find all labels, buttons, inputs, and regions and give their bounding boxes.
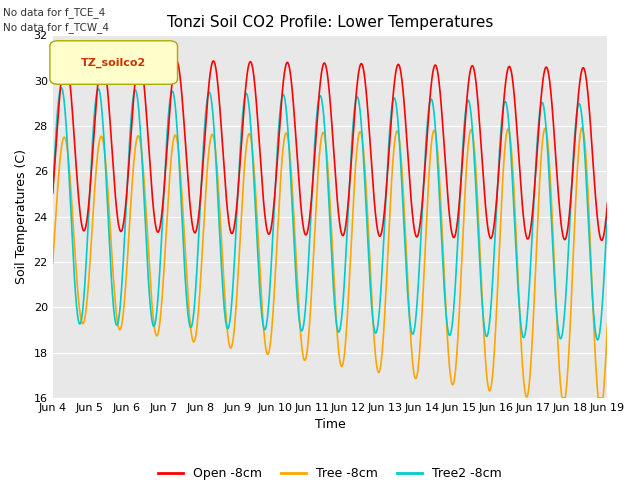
Title: Tonzi Soil CO2 Profile: Lower Temperatures: Tonzi Soil CO2 Profile: Lower Temperatur…	[167, 15, 493, 30]
Tree -8cm	[234, 272, 242, 277]
Tree -8cm	[604, 321, 611, 327]
Legend: Open -8cm, Tree -8cm, Tree2 -8cm: Open -8cm, Tree -8cm, Tree2 -8cm	[154, 462, 507, 480]
Tree2 -8cm	[58, 85, 65, 91]
Open -8cm	[489, 230, 497, 236]
Tree2 -8cm	[159, 208, 167, 214]
Text: TZ_soilco2: TZ_soilco2	[81, 58, 147, 68]
Open -8cm	[61, 55, 69, 61]
Tree2 -8cm	[489, 273, 497, 278]
Tree2 -8cm	[604, 208, 611, 214]
Line: Open -8cm: Open -8cm	[52, 58, 607, 240]
Open -8cm	[173, 58, 180, 63]
Tree -8cm	[159, 288, 166, 294]
Tree2 -8cm	[235, 179, 243, 184]
Open -8cm	[235, 182, 243, 188]
Open -8cm	[159, 200, 167, 206]
X-axis label: Time: Time	[315, 419, 346, 432]
Tree -8cm	[578, 125, 586, 131]
Text: No data for f_TCE_4: No data for f_TCE_4	[3, 7, 106, 18]
Y-axis label: Soil Temperatures (C): Soil Temperatures (C)	[15, 149, 28, 284]
Tree2 -8cm	[417, 243, 424, 249]
Text: No data for f_TCW_4: No data for f_TCW_4	[3, 22, 109, 33]
Open -8cm	[538, 86, 546, 92]
Tree2 -8cm	[594, 337, 602, 343]
Tree2 -8cm	[49, 191, 56, 196]
Tree -8cm	[416, 343, 424, 348]
Open -8cm	[49, 190, 56, 196]
Line: Tree2 -8cm: Tree2 -8cm	[52, 88, 607, 340]
Tree -8cm	[538, 149, 545, 155]
Open -8cm	[598, 238, 605, 243]
Tree -8cm	[559, 395, 566, 401]
Tree2 -8cm	[538, 100, 546, 106]
FancyBboxPatch shape	[50, 41, 177, 84]
Tree -8cm	[489, 372, 497, 378]
Tree -8cm	[49, 261, 56, 266]
Open -8cm	[604, 200, 611, 206]
Line: Tree -8cm: Tree -8cm	[52, 128, 607, 398]
Tree -8cm	[172, 133, 180, 139]
Tree2 -8cm	[173, 116, 180, 122]
Open -8cm	[417, 218, 424, 224]
